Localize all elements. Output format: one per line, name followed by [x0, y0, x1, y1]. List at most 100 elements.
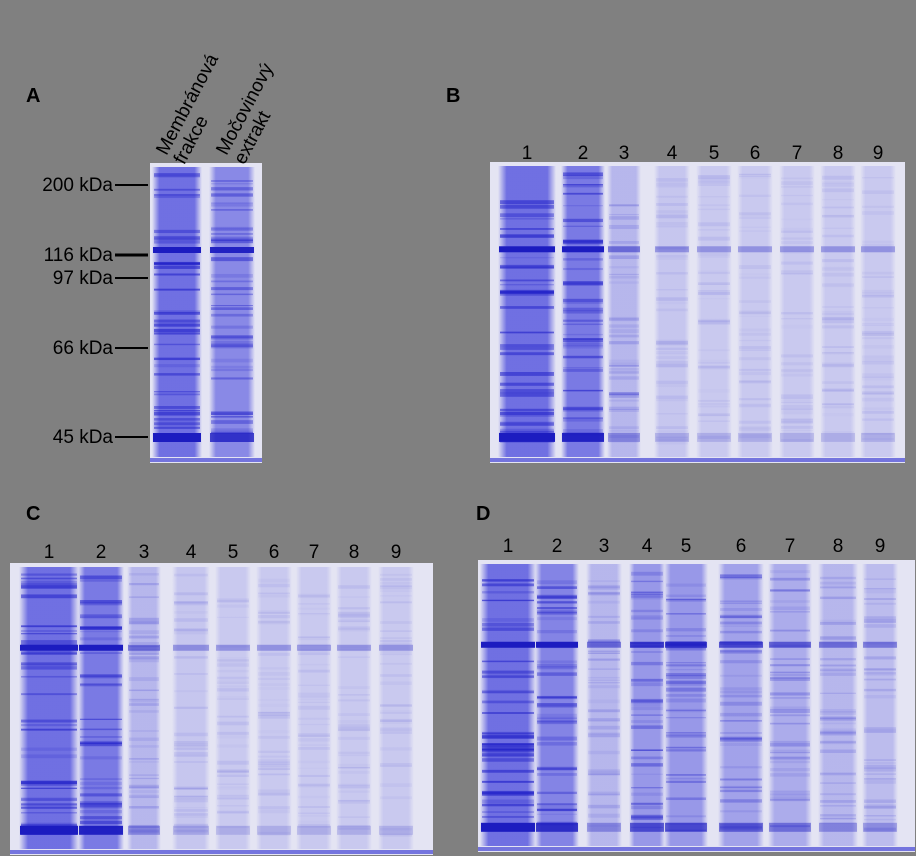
band — [588, 725, 620, 730]
band — [154, 312, 200, 315]
band — [588, 685, 620, 689]
band — [380, 719, 412, 722]
band — [698, 272, 730, 275]
lane-number: 6 — [736, 536, 747, 557]
band — [500, 428, 554, 432]
band — [864, 668, 896, 672]
band — [698, 208, 730, 211]
band — [822, 381, 854, 384]
band — [482, 691, 534, 694]
band — [338, 751, 370, 755]
band — [588, 668, 620, 670]
band — [864, 759, 896, 761]
band — [258, 766, 290, 770]
lane-number: 4 — [667, 143, 678, 164]
band — [822, 259, 854, 263]
band — [482, 734, 534, 739]
band — [864, 828, 896, 832]
band — [500, 228, 554, 230]
band — [656, 436, 688, 439]
band — [770, 740, 810, 743]
band — [537, 713, 577, 717]
band — [609, 216, 639, 220]
band — [380, 747, 412, 750]
band — [822, 319, 854, 324]
band — [862, 407, 894, 410]
band — [258, 611, 290, 615]
band — [822, 267, 854, 271]
band — [258, 620, 290, 625]
band — [211, 420, 253, 424]
band — [781, 374, 813, 377]
band — [862, 333, 894, 336]
band — [864, 678, 896, 681]
band — [609, 317, 639, 322]
band — [21, 754, 77, 759]
band — [482, 670, 534, 674]
band — [500, 290, 554, 294]
band — [862, 177, 894, 179]
band — [864, 674, 896, 676]
band — [781, 181, 813, 185]
band — [781, 394, 813, 399]
band — [129, 573, 159, 576]
main-band — [297, 644, 331, 651]
band — [720, 799, 762, 803]
band — [80, 740, 122, 745]
lane-number: 9 — [873, 143, 884, 164]
band — [258, 793, 290, 796]
bottom-band — [337, 825, 371, 835]
band — [862, 241, 894, 243]
band — [500, 347, 554, 350]
band — [666, 647, 706, 651]
band — [781, 261, 813, 265]
band — [500, 306, 554, 309]
main-band — [210, 247, 254, 253]
band — [781, 273, 813, 275]
lane-number: 8 — [833, 143, 844, 164]
band — [781, 362, 813, 365]
band — [174, 752, 208, 755]
band — [563, 281, 603, 285]
band — [739, 380, 771, 384]
band — [588, 813, 620, 818]
band — [666, 635, 706, 637]
band — [666, 698, 706, 703]
lane-number: 1 — [522, 143, 533, 164]
band — [217, 679, 249, 681]
band — [217, 786, 249, 787]
band — [666, 682, 706, 686]
band — [537, 611, 577, 615]
band — [154, 235, 200, 240]
band — [820, 712, 856, 715]
band — [338, 720, 370, 723]
band — [563, 192, 603, 195]
band — [720, 736, 762, 740]
band — [21, 580, 77, 584]
band — [862, 373, 894, 377]
main-band — [173, 644, 209, 651]
band — [154, 288, 200, 291]
lane-number: 1 — [44, 542, 55, 563]
band — [739, 420, 771, 424]
band — [380, 601, 412, 603]
band — [298, 812, 330, 814]
bottom-band — [821, 432, 855, 442]
band — [298, 768, 330, 769]
band — [822, 352, 854, 355]
band — [820, 728, 856, 730]
band — [298, 699, 330, 701]
band — [217, 769, 249, 773]
band — [380, 704, 412, 707]
band — [588, 658, 620, 661]
band — [258, 595, 290, 598]
lane-smear — [19, 567, 79, 849]
band — [822, 403, 854, 406]
band — [80, 810, 122, 814]
band — [864, 578, 896, 580]
band — [864, 672, 896, 675]
band — [822, 272, 854, 277]
band — [129, 829, 159, 833]
band — [588, 639, 620, 643]
